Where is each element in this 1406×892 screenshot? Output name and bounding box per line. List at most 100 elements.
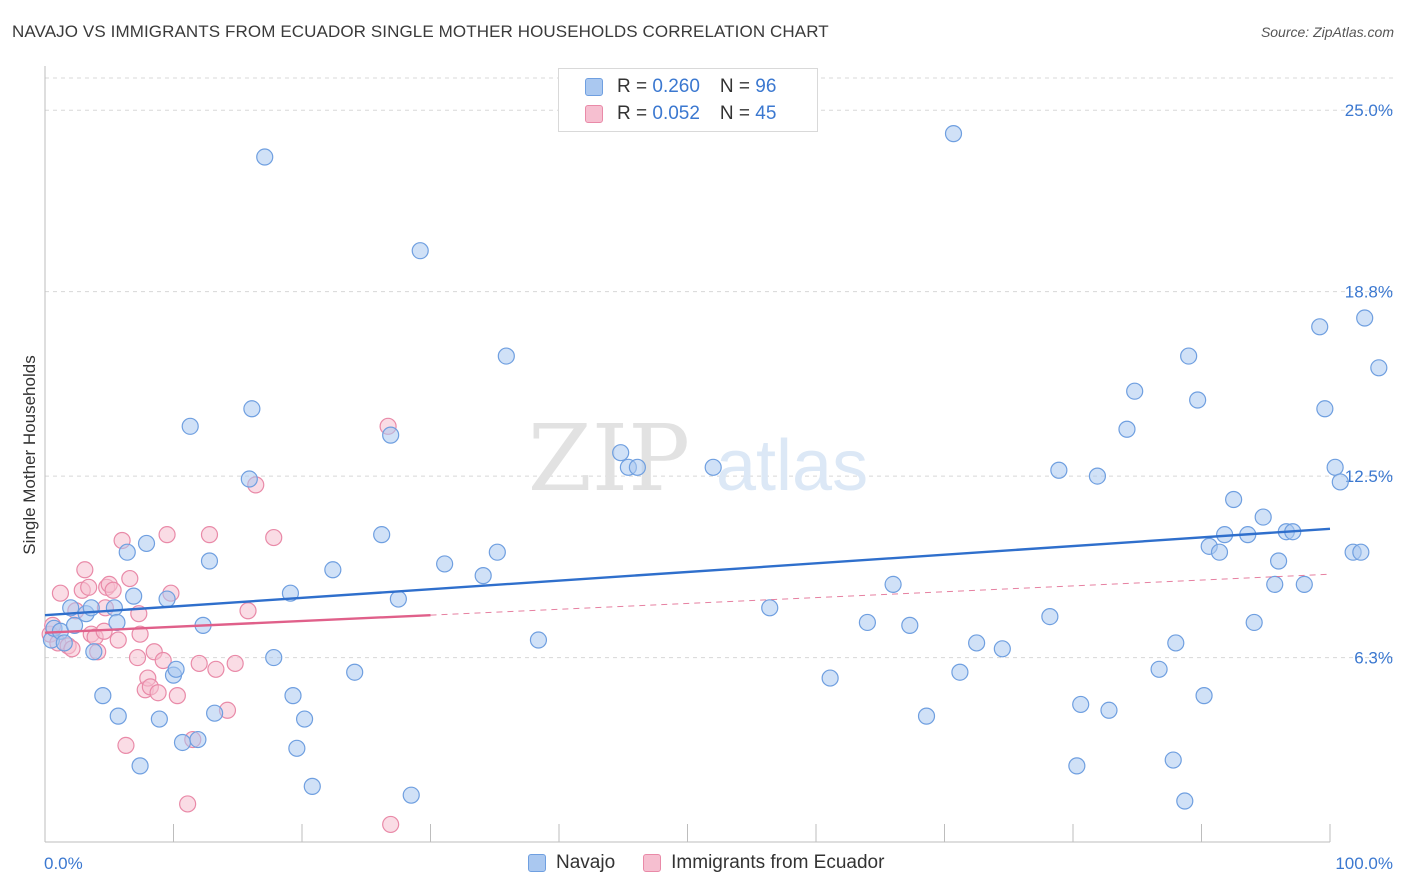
ecuador-n-value: 45: [755, 103, 777, 124]
navajo-point: [1311, 318, 1329, 336]
navajo-point: [346, 663, 364, 681]
navajo-point: [1180, 347, 1198, 365]
ecuador-point: [239, 602, 257, 620]
ecuador-trend-line: [44, 613, 431, 634]
navajo-point: [1118, 420, 1136, 438]
navajo-point: [1176, 792, 1194, 810]
navajo-point: [55, 634, 73, 652]
navajo-legend-label: Navajo: [556, 852, 616, 873]
navajo-point: [488, 543, 506, 561]
navajo-point: [189, 730, 207, 749]
navajo-point: [181, 417, 199, 435]
navajo-point: [94, 687, 112, 705]
navajo-point: [1100, 701, 1118, 719]
navajo-point: [240, 470, 258, 488]
navajo-r-value: 0.260: [652, 76, 700, 97]
y-tick-label: 6.3%: [1354, 649, 1393, 668]
bottom-legend: Navajo Immigrants from Ecuador: [528, 852, 912, 874]
navajo-point: [389, 590, 407, 608]
navajo-point: [884, 575, 902, 594]
navajo-point: [1072, 695, 1090, 714]
navajo-point: [125, 587, 143, 605]
navajo-point: [1295, 575, 1313, 594]
y-axis-label: Single Mother Households: [20, 355, 39, 554]
navajo-point: [1041, 608, 1059, 626]
navajo-point: [402, 786, 420, 804]
navajo-point: [1356, 309, 1374, 327]
y-tick-label: 25.0%: [1345, 101, 1393, 120]
navajo-point: [901, 616, 919, 634]
legend-row-navajo: R = 0.260 N = 96: [585, 75, 776, 99]
navajo-point: [1167, 634, 1185, 652]
ecuador-point: [179, 795, 197, 813]
watermark-atlas: atlas: [716, 426, 868, 506]
navajo-n-value: 96: [755, 76, 777, 97]
navajo-point: [1352, 543, 1370, 561]
navajo-point: [968, 634, 986, 652]
navajo-point: [1189, 391, 1207, 409]
y-tick-label: 12.5%: [1345, 467, 1393, 486]
navajo-point: [373, 526, 391, 544]
ecuador-r-label: R =: [617, 103, 653, 124]
navajo-point: [265, 648, 283, 667]
navajo-point: [206, 704, 224, 722]
navajo-point: [256, 148, 274, 166]
navajo-point: [761, 599, 779, 617]
navajo-point: [1269, 552, 1288, 570]
ecuador-point: [109, 631, 127, 649]
navajo-point: [1254, 508, 1272, 526]
navajo-n-label: N =: [719, 76, 756, 97]
ecuador-point: [154, 651, 172, 670]
navajo-point: [200, 552, 219, 570]
navajo-point: [62, 599, 80, 617]
ecuador-point: [265, 528, 283, 547]
ecuador-r-value: 0.052: [652, 103, 700, 124]
navajo-point: [917, 707, 936, 725]
x-tick-label-min: 0.0%: [44, 854, 83, 873]
navajo-point: [1150, 660, 1168, 678]
ecuador-point: [226, 654, 244, 673]
navajo-swatch: [585, 78, 603, 96]
ecuador-trend-line-dashed: [430, 573, 1331, 616]
navajo-point: [704, 458, 722, 476]
ecuador-point: [117, 736, 135, 755]
navajo-point: [243, 400, 261, 418]
navajo-point: [173, 733, 192, 752]
navajo-point: [1266, 575, 1284, 594]
navajo-point: [1164, 751, 1182, 769]
navajo-point: [109, 707, 127, 725]
ecuador-point: [121, 569, 139, 588]
navajo-point: [295, 710, 314, 728]
navajo-point: [324, 561, 342, 579]
navajo-point: [1316, 400, 1334, 418]
navajo-point: [944, 125, 963, 143]
navajo-point: [1195, 687, 1213, 705]
navajo-point: [474, 567, 492, 585]
watermark: ZIP atlas: [528, 405, 868, 512]
axis-layer: 6.3% 12.5% 18.8% 25.0% 0.0% 100.0%: [44, 66, 1393, 873]
watermark-zip: ZIP: [528, 405, 690, 512]
ecuador-point: [168, 687, 186, 705]
ecuador-point: [80, 578, 98, 596]
chart-title: NAVAJO VS IMMIGRANTS FROM ECUADOR SINGLE…: [12, 22, 829, 41]
y-tick-label: 18.8%: [1345, 283, 1393, 302]
legend-row-ecuador: R = 0.052 N = 45: [585, 102, 776, 126]
navajo-point: [288, 739, 306, 757]
ecuador-point: [104, 581, 122, 599]
navajo-point: [137, 534, 156, 553]
navajo-point: [821, 669, 839, 687]
navajo-point: [1326, 458, 1344, 476]
ecuador-point: [51, 584, 70, 602]
navajo-point: [1225, 490, 1243, 509]
navajo-point: [1050, 461, 1068, 479]
bottom-legend-navajo: Navajo: [528, 852, 615, 874]
ecuador-point: [149, 684, 167, 702]
ecuador-legend-swatch: [643, 854, 662, 872]
navajo-point: [118, 543, 136, 561]
navajo-point: [303, 777, 321, 795]
source-label: Source: ZipAtlas.com: [1260, 24, 1394, 40]
navajo-point: [1370, 359, 1388, 377]
navajo-point: [529, 631, 548, 649]
navajo-point: [167, 660, 185, 678]
navajo-point: [85, 643, 103, 661]
